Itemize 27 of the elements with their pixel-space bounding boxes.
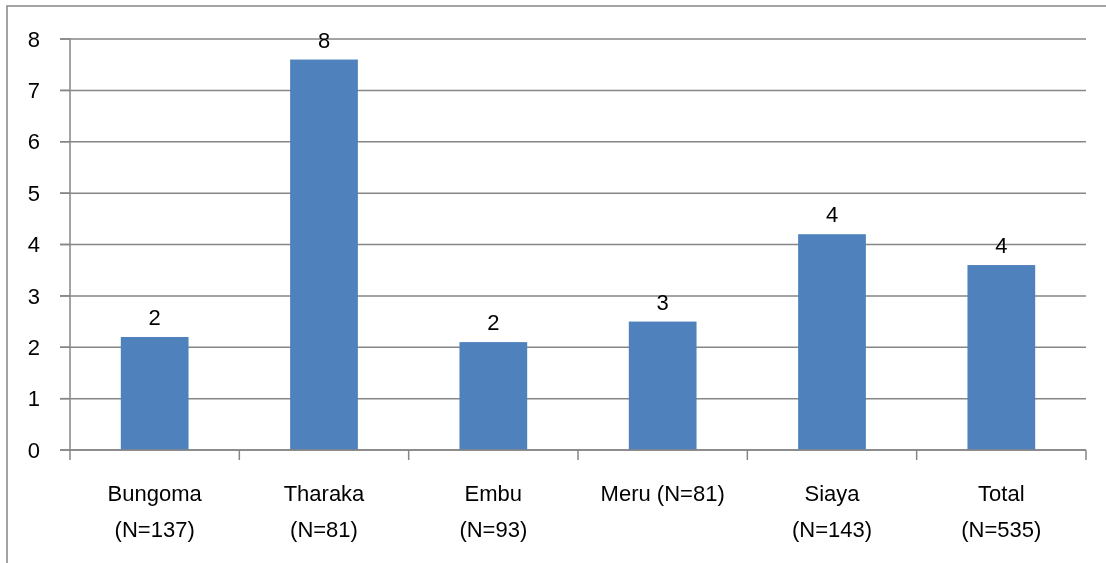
data-label: 4 bbox=[995, 233, 1008, 259]
y-tick-label: 3 bbox=[27, 283, 40, 309]
bar bbox=[459, 342, 528, 450]
x-tick-label: Embu (N=93) bbox=[459, 481, 528, 542]
bar bbox=[967, 265, 1036, 450]
data-label: 4 bbox=[825, 202, 839, 228]
bar bbox=[628, 321, 697, 450]
data-label: 2 bbox=[487, 310, 500, 336]
data-label: 2 bbox=[148, 304, 161, 330]
data-label: 8 bbox=[317, 27, 331, 53]
bar bbox=[290, 59, 358, 450]
y-tick-label: 5 bbox=[27, 180, 40, 206]
y-tick-label: 7 bbox=[27, 78, 40, 104]
x-tick-label: Meru (N=81) bbox=[600, 481, 725, 506]
bar bbox=[798, 234, 866, 450]
y-tick-label: 4 bbox=[27, 232, 40, 258]
x-tick-label: Bungoma (N=137) bbox=[107, 481, 203, 542]
bar bbox=[120, 336, 189, 450]
y-tick-label: 8 bbox=[27, 26, 40, 52]
y-tick-label: 0 bbox=[27, 437, 40, 463]
y-tick-label: 2 bbox=[27, 334, 40, 360]
x-tick-label: Total (N=535) bbox=[961, 481, 1042, 542]
data-label: 3 bbox=[656, 289, 669, 315]
y-tick-label: 1 bbox=[27, 386, 40, 412]
x-tick-label: Tharaka (N=81) bbox=[283, 481, 366, 542]
x-tick-label: Siaya (N=143) bbox=[791, 481, 873, 542]
y-tick-label: 6 bbox=[27, 129, 40, 155]
